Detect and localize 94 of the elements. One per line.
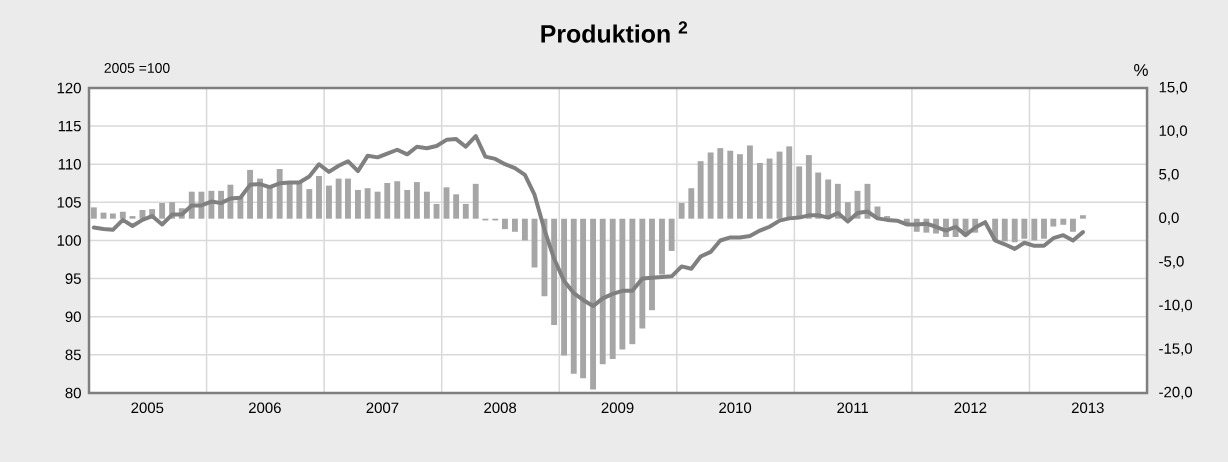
y2-tick-label: 5,0 (1159, 168, 1179, 182)
x-tick-label: 2005 (131, 402, 164, 414)
line-series (91, 134, 1085, 309)
bar (786, 146, 793, 219)
bar (296, 182, 303, 219)
bar (345, 178, 351, 219)
bar (599, 218, 606, 365)
y2-tick-label: 10,0 (1159, 125, 1188, 138)
bar (1050, 218, 1057, 227)
bar (355, 189, 361, 219)
y-tick-label: 110 (58, 158, 81, 170)
bar (326, 185, 332, 219)
bar (266, 186, 273, 219)
bar (1011, 218, 1018, 243)
y2-tick-label: 15,0 (1159, 81, 1188, 95)
y-tick-label: 100 (57, 235, 81, 246)
bar (590, 218, 597, 390)
bar (453, 194, 460, 219)
bar (639, 218, 646, 329)
bar (90, 207, 97, 219)
bar (394, 181, 401, 219)
bar (746, 145, 753, 219)
bar (815, 172, 822, 219)
bar (472, 183, 479, 219)
bar (129, 216, 136, 219)
bar (580, 218, 587, 379)
bar (462, 203, 469, 219)
x-tick-label: 2010 (719, 402, 752, 414)
x-tick-label: 2013 (1071, 402, 1104, 414)
y-tick-label: 105 (57, 197, 81, 208)
bar (678, 203, 685, 219)
bar (668, 218, 675, 251)
bar (502, 218, 508, 230)
bar (276, 169, 283, 219)
bar (844, 202, 851, 219)
bar (659, 218, 665, 275)
bar (1001, 218, 1008, 242)
y-tick-label: 85 (65, 349, 81, 361)
bar (374, 191, 381, 219)
bar (766, 158, 773, 219)
bar (1080, 215, 1086, 219)
y-tick-label: 80 (65, 387, 81, 399)
x-tick-label: 2007 (366, 402, 399, 414)
bar (423, 191, 430, 219)
bar (1070, 218, 1076, 232)
y2-tick-label: 0,0 (1159, 212, 1179, 225)
y-tick-label: 120 (57, 82, 81, 94)
y-tick-label: 95 (65, 273, 81, 284)
bar (413, 182, 420, 219)
bar (1041, 218, 1047, 239)
x-tick-label: 2006 (249, 402, 281, 414)
bar (570, 218, 577, 374)
bar (1060, 218, 1067, 225)
y2-axis-title: % (1134, 64, 1148, 76)
bar (306, 189, 313, 219)
bar (561, 218, 568, 356)
bar (717, 148, 724, 219)
bar (521, 218, 528, 241)
y2-tick-label: -15,0 (1159, 343, 1193, 356)
bar (159, 203, 166, 219)
bar (286, 182, 293, 219)
bar (688, 188, 695, 219)
y2-tick-label: -5,0 (1159, 256, 1184, 269)
bar (697, 161, 704, 219)
bar (727, 150, 734, 219)
bar (609, 218, 616, 359)
bar (649, 218, 655, 311)
x-tick-label: 2008 (484, 402, 517, 414)
y-tick-label: 115 (58, 120, 81, 132)
y-axis-title: 2005 =100 (104, 63, 170, 73)
y2-tick-label: -10,0 (1159, 299, 1193, 313)
bar (707, 152, 714, 219)
bar (1031, 218, 1038, 241)
bar (511, 218, 518, 232)
y2-tick-label: -20,0 (1159, 386, 1193, 400)
bar (629, 218, 636, 345)
x-tick-label: 2012 (954, 402, 987, 414)
bar (316, 176, 322, 219)
y-tick-label: 90 (65, 311, 81, 323)
x-tick-label: 2009 (601, 402, 634, 414)
bar (404, 189, 411, 219)
x-tick-label: 2011 (837, 402, 868, 414)
bar (737, 154, 743, 219)
bar (796, 166, 803, 219)
bar (384, 182, 391, 219)
bar (756, 162, 763, 219)
bar (335, 178, 342, 219)
chart-title: Produktion $^{2}$ (541, 21, 688, 43)
bar (619, 218, 626, 350)
bar (109, 213, 116, 219)
bar (364, 188, 371, 219)
bar (805, 155, 812, 219)
bar (119, 211, 126, 219)
bar (1021, 218, 1028, 239)
